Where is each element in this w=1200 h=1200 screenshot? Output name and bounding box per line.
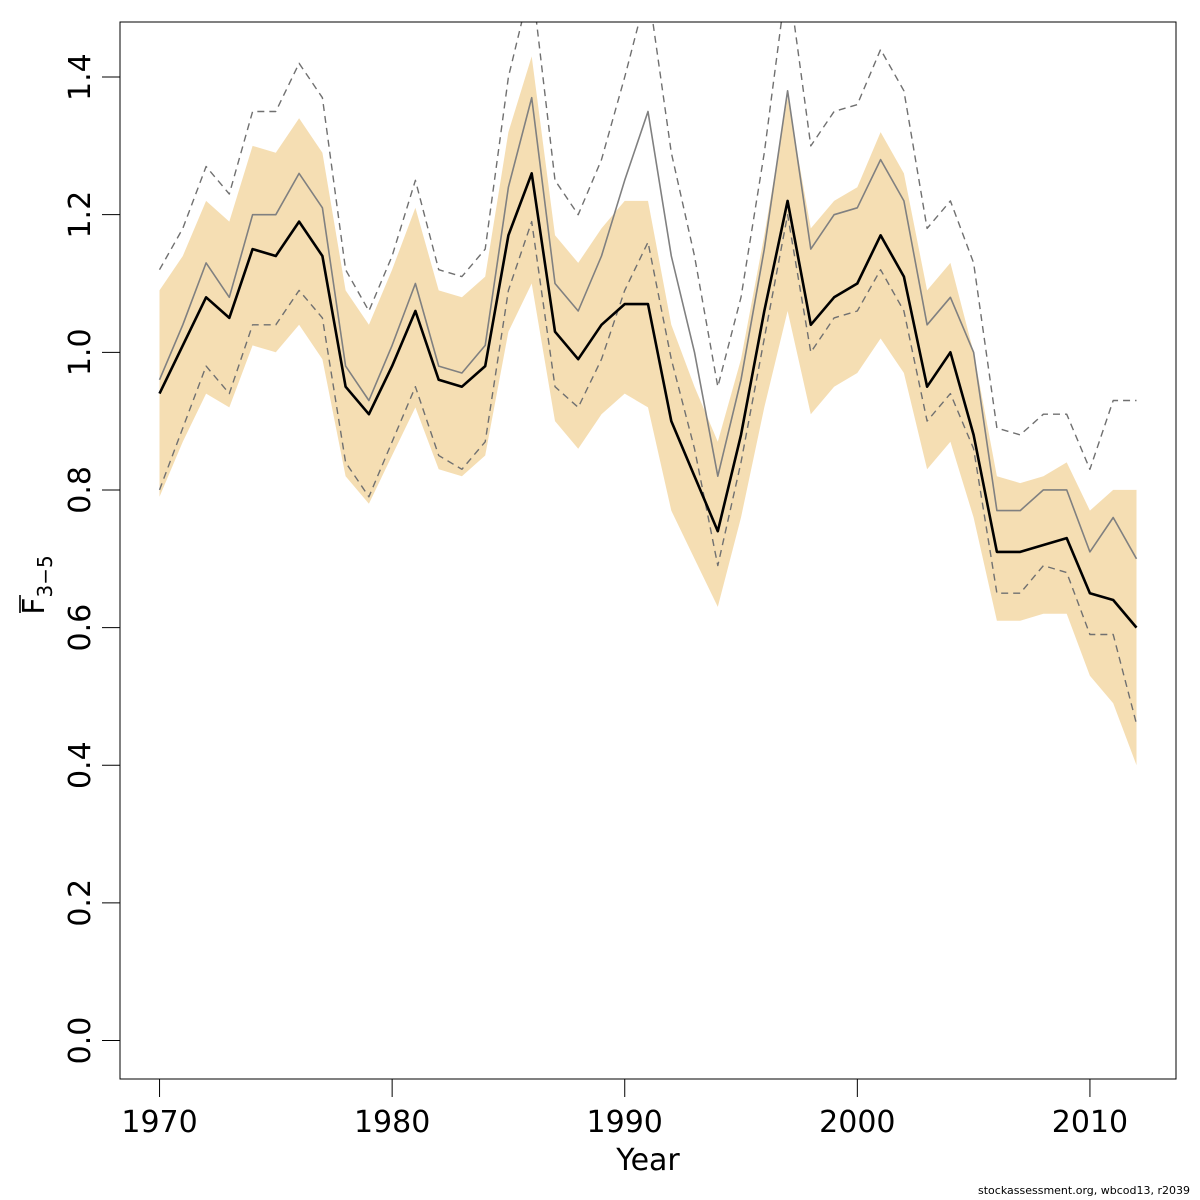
y-axis-title-sub: 3−5: [33, 555, 57, 597]
x-axis: 1970 1980 1990 2000 2010: [121, 1078, 1128, 1140]
series-line-black-bold: [158, 172, 1138, 629]
y-axis: 0.0 0.2 0.4 0.6 0.8 1.0 1.2 1.4: [63, 53, 121, 1065]
y-tick-label: 1.0: [63, 328, 98, 376]
y-tick-label: 1.2: [63, 191, 98, 239]
confidence-band: [159, 56, 1137, 766]
y-tick-label: 0.0: [63, 1017, 98, 1065]
x-tick-label: 1990: [587, 1105, 663, 1140]
x-tick-label: 1970: [121, 1105, 197, 1140]
series-line-grey-solid: [158, 90, 1138, 560]
x-axis-title: Year: [615, 1143, 680, 1178]
credit-text: stockassessment.org, wbcod13, r2039: [978, 1184, 1190, 1197]
y-tick-label: 1.4: [63, 53, 98, 101]
y-axis-title: F3−5: [4, 555, 60, 615]
y-tick-label: 0.4: [63, 741, 98, 789]
x-tick-label: 1980: [354, 1105, 430, 1140]
y-tick-label: 0.2: [63, 879, 98, 927]
series-line-grey-dashed-upper: [158, 22, 1137, 470]
x-tick-label: 2000: [819, 1105, 895, 1140]
y-tick-label: 0.6: [63, 604, 98, 652]
x-tick-label: 2010: [1052, 1105, 1128, 1140]
series-line-grey-dashed-lower: [158, 213, 1138, 725]
svg-text:F3−5: F3−5: [17, 555, 57, 614]
y-axis-title-main: F: [17, 597, 52, 614]
y-tick-label: 0.8: [63, 466, 98, 514]
